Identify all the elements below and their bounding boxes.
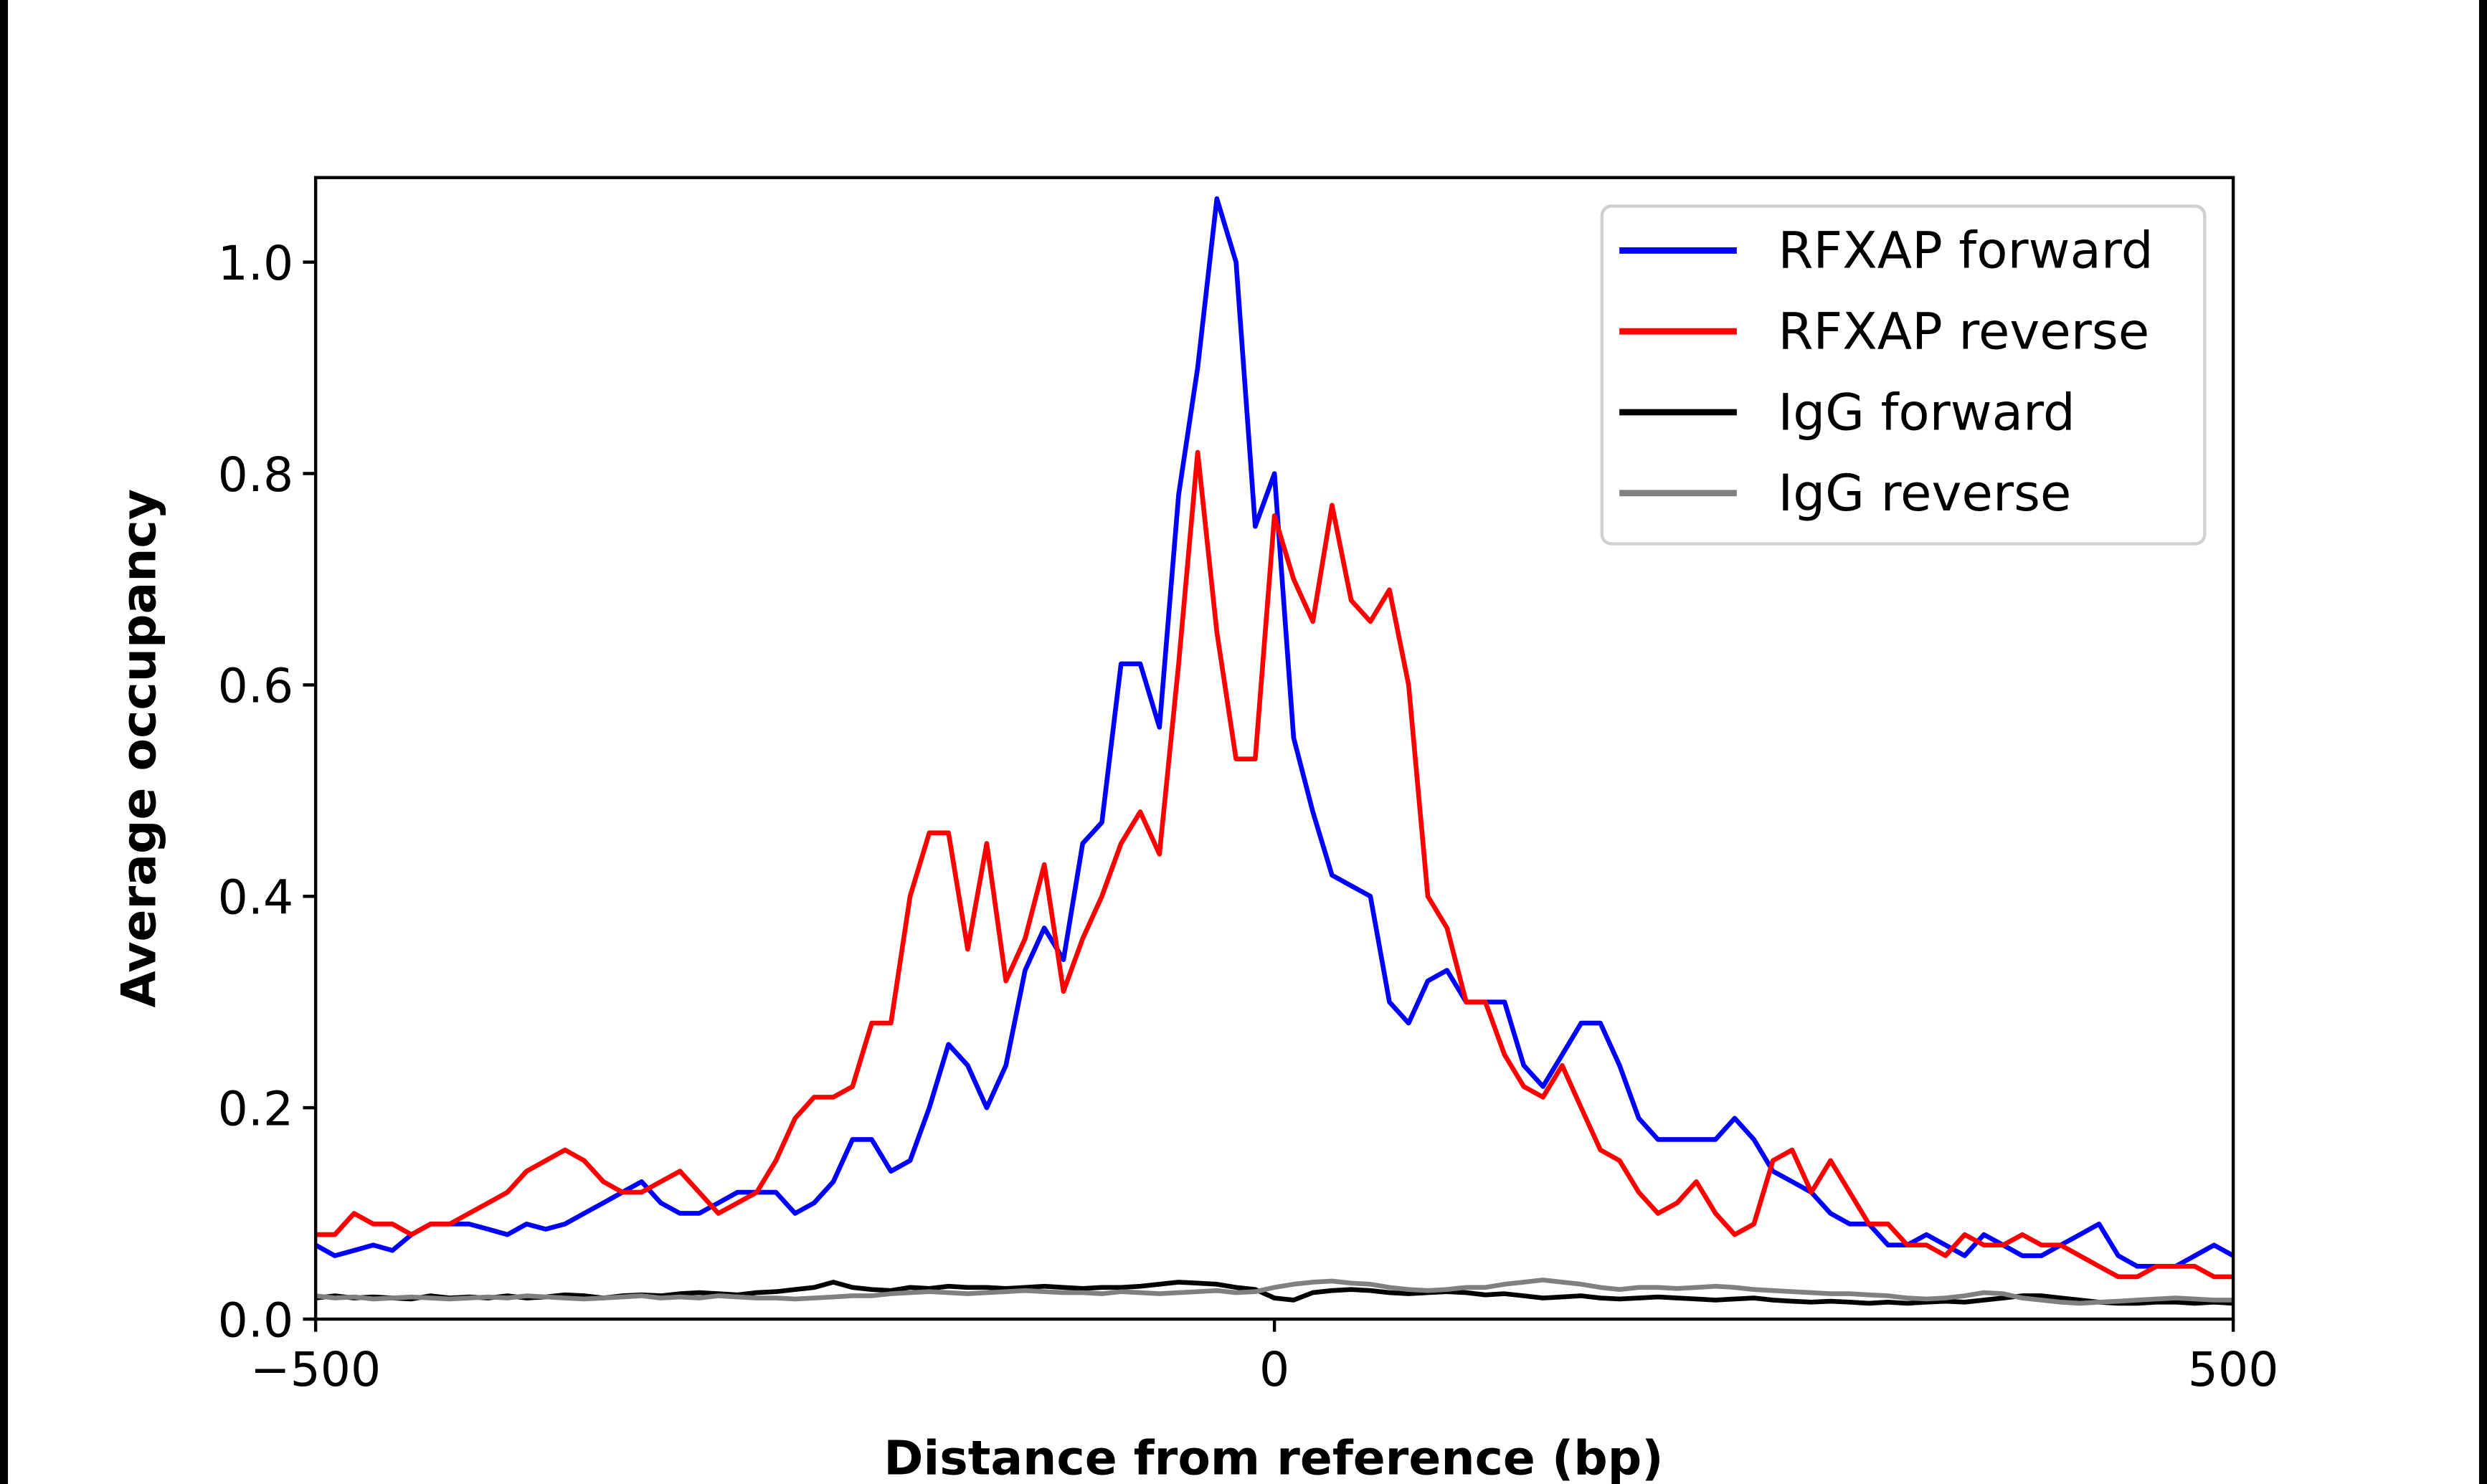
y-tick-label: 0.2 (218, 1080, 293, 1136)
x-tick-label: 500 (2188, 1341, 2279, 1397)
x-axis-label: Distance from reference (bp) (884, 1430, 1663, 1484)
legend-label: IgG reverse (1778, 463, 2071, 523)
y-tick-label: 0.0 (218, 1292, 293, 1348)
legend-label: RFXAP reverse (1778, 302, 2149, 361)
legend-box (1600, 204, 2207, 546)
right-frame-edge (2478, 0, 2487, 1484)
legend-label: IgG forward (1778, 382, 2075, 442)
series-layer (314, 196, 2235, 1306)
ticks-layer: −500 0 500 0.0 0.2 0.4 0.6 0.8 1.0 (218, 235, 2279, 1397)
x-tick-label: 0 (1259, 1341, 1289, 1397)
y-tick-label: 0.8 (218, 447, 293, 503)
series-line-rfxap-reverse (316, 450, 2234, 1280)
series-line-rfxap-forward (314, 196, 2235, 1269)
series-line-igg-reverse (315, 1278, 2234, 1306)
y-axis-label: Average occupancy (111, 489, 167, 1008)
y-tick-label: 0.6 (218, 658, 293, 714)
legend-label: RFXAP forward (1778, 221, 2153, 280)
y-tick-label: 0.4 (218, 870, 293, 926)
left-frame-edge (0, 0, 9, 1484)
y-tick-label: 1.0 (218, 235, 293, 291)
legend: RFXAP forward RFXAP reverse IgG forward IgG… (1600, 204, 2207, 546)
x-tick-label: −500 (250, 1341, 381, 1397)
